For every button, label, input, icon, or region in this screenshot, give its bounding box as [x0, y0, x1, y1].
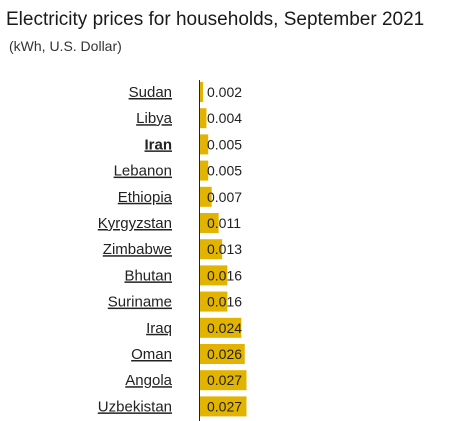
bar-uzbekistan	[199, 396, 247, 417]
bar-iran	[199, 134, 209, 155]
bar-oman	[199, 344, 245, 364]
value-label-bhutan: 0.016	[207, 267, 242, 283]
bar-iraq	[199, 317, 242, 338]
bar-ethiopia	[199, 186, 212, 207]
chart-subtitle: (kWh, U.S. Dollar)	[9, 38, 122, 54]
value-label-iran: 0.005	[207, 136, 242, 152]
value-label-zimbabwe: 0.013	[207, 241, 242, 257]
bar-angola	[199, 370, 247, 391]
category-label-angola[interactable]: Angola	[125, 372, 172, 389]
bar-bhutan	[199, 265, 228, 286]
category-label-uzbekistan[interactable]: Uzbekistan	[98, 398, 172, 415]
category-label-sudan[interactable]: Sudan	[129, 84, 172, 101]
value-label-lebanon: 0.005	[207, 163, 242, 179]
value-label-suriname: 0.016	[207, 294, 242, 310]
chart-title: Electricity prices for households, Septe…	[6, 9, 425, 30]
category-label-iraq[interactable]: Iraq	[146, 320, 172, 337]
value-label-uzbekistan: 0.027	[207, 398, 242, 414]
category-label-bhutan[interactable]: Bhutan	[124, 267, 172, 284]
category-label-zimbabwe[interactable]: Zimbabwe	[103, 241, 172, 258]
value-label-kyrgyzstan: 0.011	[207, 215, 241, 231]
bar-kyrgyzstan	[199, 213, 219, 233]
bar-zimbabwe	[199, 239, 223, 260]
category-label-lebanon[interactable]: Lebanon	[114, 163, 172, 180]
category-label-suriname[interactable]: Suriname	[108, 294, 172, 311]
bar-suriname	[199, 291, 228, 312]
bar-libya	[199, 108, 207, 129]
value-label-sudan: 0.002	[207, 84, 242, 100]
category-label-libya[interactable]: Libya	[136, 110, 173, 127]
value-label-ethiopia: 0.007	[207, 189, 242, 205]
value-label-libya: 0.004	[207, 110, 242, 126]
category-label-iran[interactable]: Iran	[144, 136, 172, 153]
category-label-kyrgyzstan[interactable]: Kyrgyzstan	[98, 215, 172, 232]
value-label-oman: 0.026	[207, 346, 242, 362]
value-label-angola: 0.027	[207, 372, 242, 388]
bar-sudan	[199, 82, 203, 102]
bar-lebanon	[199, 160, 209, 181]
value-label-iraq: 0.024	[207, 320, 242, 336]
category-label-oman[interactable]: Oman	[131, 346, 172, 363]
category-label-ethiopia[interactable]: Ethiopia	[118, 189, 173, 206]
